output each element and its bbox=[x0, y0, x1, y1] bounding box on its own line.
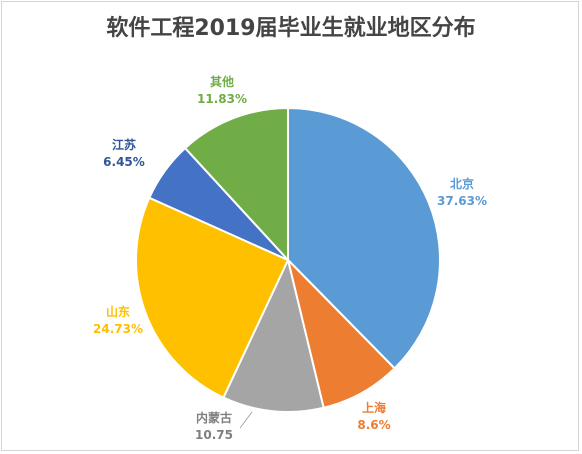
slice-value-label: 24.73% bbox=[93, 322, 143, 336]
slice-label: 上海 bbox=[362, 400, 386, 415]
slice-label: 山东 bbox=[106, 304, 130, 319]
slice-label: 内蒙古 bbox=[196, 410, 232, 425]
slice-label: 江苏 bbox=[112, 137, 136, 152]
slice-value-label: 11.83% bbox=[197, 92, 247, 106]
chart-title: 软件工程2019届毕业生就业地区分布 bbox=[106, 16, 476, 41]
slice-value-label: 10.75 bbox=[195, 428, 233, 442]
slice-label: 其他 bbox=[210, 74, 234, 89]
slice-value-label: 6.45% bbox=[103, 155, 145, 169]
leader-line bbox=[239, 411, 253, 429]
slice-value-label: 8.6% bbox=[357, 418, 390, 432]
pie-slice bbox=[222, 256, 325, 413]
slice-label: 北京 bbox=[450, 176, 474, 191]
pie-slice bbox=[183, 106, 289, 263]
slice-value-label: 37.63% bbox=[437, 194, 487, 208]
pie-slice bbox=[135, 196, 290, 399]
pie-slice bbox=[287, 106, 441, 370]
